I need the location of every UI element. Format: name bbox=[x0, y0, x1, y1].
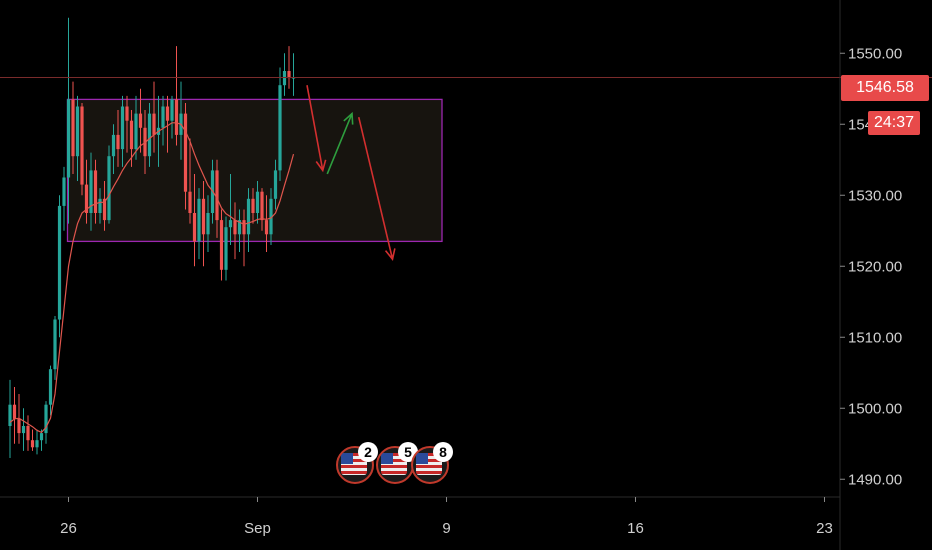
us-flag-icon bbox=[411, 446, 449, 484]
bull-candle bbox=[269, 198, 273, 235]
bear-candle bbox=[201, 198, 206, 235]
x-tick-label: 23 bbox=[816, 520, 833, 537]
bear-candle bbox=[242, 220, 246, 235]
bear-candle bbox=[174, 99, 179, 135]
bear-candle bbox=[287, 71, 291, 79]
bear-candle bbox=[138, 113, 143, 128]
bull-candle bbox=[134, 113, 138, 150]
bull-candle bbox=[89, 170, 93, 213]
y-tick-label: 1520.00 bbox=[848, 258, 902, 275]
projection-arrows[interactable] bbox=[306, 85, 396, 261]
bull-candle bbox=[147, 113, 152, 157]
bear-candle bbox=[165, 106, 170, 121]
y-tick-label: 1510.00 bbox=[848, 329, 902, 346]
bull-candle bbox=[278, 85, 282, 171]
bear-candle bbox=[264, 220, 269, 235]
bull-candle bbox=[197, 198, 201, 242]
moving-average-line bbox=[9, 122, 295, 434]
bar-countdown-badge: 24:37 bbox=[868, 111, 920, 135]
bull-candle bbox=[206, 213, 210, 235]
economic-event-marker[interactable]: 2 bbox=[336, 440, 400, 490]
bear-candle bbox=[125, 106, 129, 121]
bull-candle bbox=[255, 191, 260, 213]
projection-arrow-up bbox=[326, 111, 354, 175]
bull-candle bbox=[107, 156, 111, 221]
bull-candle bbox=[228, 220, 233, 228]
bull-candle bbox=[111, 134, 116, 157]
bull-candle bbox=[120, 106, 125, 150]
bear-candle bbox=[26, 426, 30, 441]
last-price-badge: 1546.58 bbox=[841, 75, 929, 101]
event-count: 8 bbox=[433, 442, 453, 462]
economic-event-marker[interactable]: 8 bbox=[411, 440, 475, 490]
bull-candle bbox=[62, 177, 66, 206]
bear-candle bbox=[188, 191, 192, 213]
bear-candle bbox=[71, 99, 75, 157]
bull-candle bbox=[39, 433, 44, 441]
bull-candle bbox=[21, 426, 26, 434]
bull-candle bbox=[57, 205, 62, 320]
projection-arrow-down bbox=[357, 116, 396, 261]
y-tick-label: 1530.00 bbox=[848, 187, 902, 204]
bear-candle bbox=[183, 113, 188, 192]
x-tick-label: Sep bbox=[244, 520, 271, 537]
bear-candle bbox=[17, 418, 21, 434]
x-axis[interactable]: 26 Sep 9 16 23 bbox=[60, 497, 833, 537]
x-tick-label: 9 bbox=[442, 520, 450, 537]
bear-candle bbox=[93, 170, 98, 213]
bear-candle bbox=[251, 198, 255, 213]
bull-candle bbox=[44, 404, 48, 434]
y-tick-label: 1500.00 bbox=[848, 400, 902, 417]
bull-candle bbox=[98, 198, 102, 213]
projection-arrow-down bbox=[306, 85, 327, 173]
bear-candle bbox=[129, 120, 134, 150]
bear-candle bbox=[84, 184, 89, 213]
x-tick-label: 26 bbox=[60, 520, 77, 537]
event-count: 2 bbox=[358, 442, 378, 462]
bear-candle bbox=[12, 404, 17, 419]
bear-candle bbox=[219, 220, 224, 270]
bull-candle bbox=[237, 220, 242, 235]
bull-candle bbox=[35, 440, 39, 448]
bull-candle bbox=[75, 106, 80, 157]
bull-candle bbox=[66, 99, 71, 178]
bear-candle bbox=[80, 106, 84, 185]
bear-candle bbox=[116, 134, 120, 150]
bear-candle bbox=[102, 198, 107, 221]
candles bbox=[8, 17, 296, 458]
bull-candle bbox=[48, 369, 53, 405]
x-tick-label: 16 bbox=[627, 520, 644, 537]
y-tick-label: 1490.00 bbox=[848, 471, 902, 488]
bull-candle bbox=[282, 71, 287, 86]
bear-candle bbox=[30, 440, 35, 448]
bull-candle bbox=[246, 198, 251, 235]
bull-candle bbox=[161, 106, 165, 128]
bear-candle bbox=[215, 170, 219, 221]
bull-candle bbox=[170, 99, 174, 121]
bull-candle bbox=[53, 319, 57, 370]
bear-candle bbox=[152, 113, 156, 135]
bear-candle bbox=[233, 220, 237, 235]
bull-candle bbox=[224, 227, 228, 270]
bear-candle bbox=[260, 191, 264, 221]
y-tick-label: 1550.00 bbox=[848, 45, 902, 62]
bull-candle bbox=[8, 404, 12, 426]
bear-candle bbox=[192, 213, 197, 242]
bull-candle bbox=[273, 170, 278, 199]
